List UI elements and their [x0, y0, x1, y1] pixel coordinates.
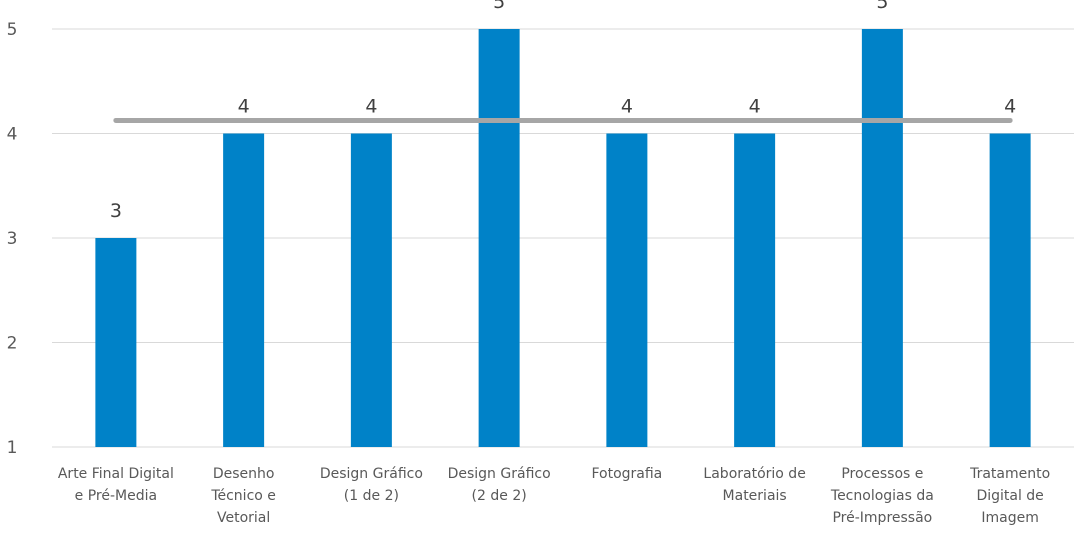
category-label-line: Desenho — [213, 466, 275, 482]
data-label: 4 — [365, 96, 377, 118]
category-label: Desenho Técnico e Vetorial — [210, 466, 276, 526]
y-tick-label: 1 — [7, 438, 18, 458]
bar — [95, 238, 137, 447]
y-tick-label: 2 — [7, 334, 18, 354]
data-label: 3 — [110, 200, 122, 222]
bar — [223, 133, 265, 447]
category-label-line: Arte Final Digital — [58, 466, 174, 482]
category-label-line: Materiais — [723, 488, 787, 504]
data-label: 4 — [238, 96, 250, 118]
bars — [95, 29, 1031, 447]
category-label: Arte Final Digital e Pré-Media — [58, 466, 174, 504]
category-label: Tratamento Digital de Imagem — [969, 466, 1050, 526]
category-label: Design Gráfico (1 de 2) — [320, 466, 423, 504]
bar — [478, 29, 520, 447]
category-label-line: e Pré-Media — [75, 488, 157, 504]
y-tick-label: 3 — [7, 229, 18, 249]
category-label-line: Tratamento — [969, 466, 1050, 482]
category-label-line: Digital de — [976, 488, 1043, 504]
category-label-line: Laboratório de — [703, 466, 805, 482]
data-label: 4 — [749, 96, 761, 118]
y-tick-label: 5 — [7, 20, 18, 40]
category-label-line: (1 de 2) — [344, 488, 399, 504]
category-label-line: Tecnologias da — [830, 488, 934, 504]
category-label-line: Imagem — [981, 510, 1038, 526]
category-label: Design Gráfico (2 de 2) — [448, 466, 551, 504]
category-labels: Arte Final Digital e Pré-Media Desenho Técn… — [58, 466, 1050, 526]
data-label: 5 — [493, 0, 505, 13]
category-label-line: (2 de 2) — [472, 488, 527, 504]
bar — [734, 133, 776, 447]
bar — [989, 133, 1031, 447]
category-label-line: Design Gráfico — [448, 466, 551, 482]
category-label-line: Fotografia — [591, 466, 662, 482]
data-label: 5 — [876, 0, 888, 13]
gridlines — [52, 28, 1074, 448]
category-label-line: Design Gráfico — [320, 466, 423, 482]
data-label: 4 — [1004, 96, 1016, 118]
y-axis-tick-labels: 1 2 3 4 5 — [7, 20, 18, 458]
data-labels: 3 4 4 5 4 4 5 4 — [110, 0, 1016, 222]
data-label: 4 — [621, 96, 633, 118]
bar — [861, 29, 903, 447]
category-label: Fotografia — [591, 466, 662, 482]
bar — [606, 133, 648, 447]
bar — [350, 133, 392, 447]
category-label: Processos e Tecnologias da Pré-Impressão — [830, 466, 934, 526]
category-label: Laboratório de Materiais — [703, 466, 805, 504]
y-tick-label: 4 — [7, 125, 18, 145]
category-label-line: Vetorial — [217, 510, 270, 526]
category-label-line: Processos e — [841, 466, 923, 482]
category-label-line: Pré-Impressão — [832, 510, 932, 526]
category-label-line: Técnico e — [210, 488, 276, 504]
